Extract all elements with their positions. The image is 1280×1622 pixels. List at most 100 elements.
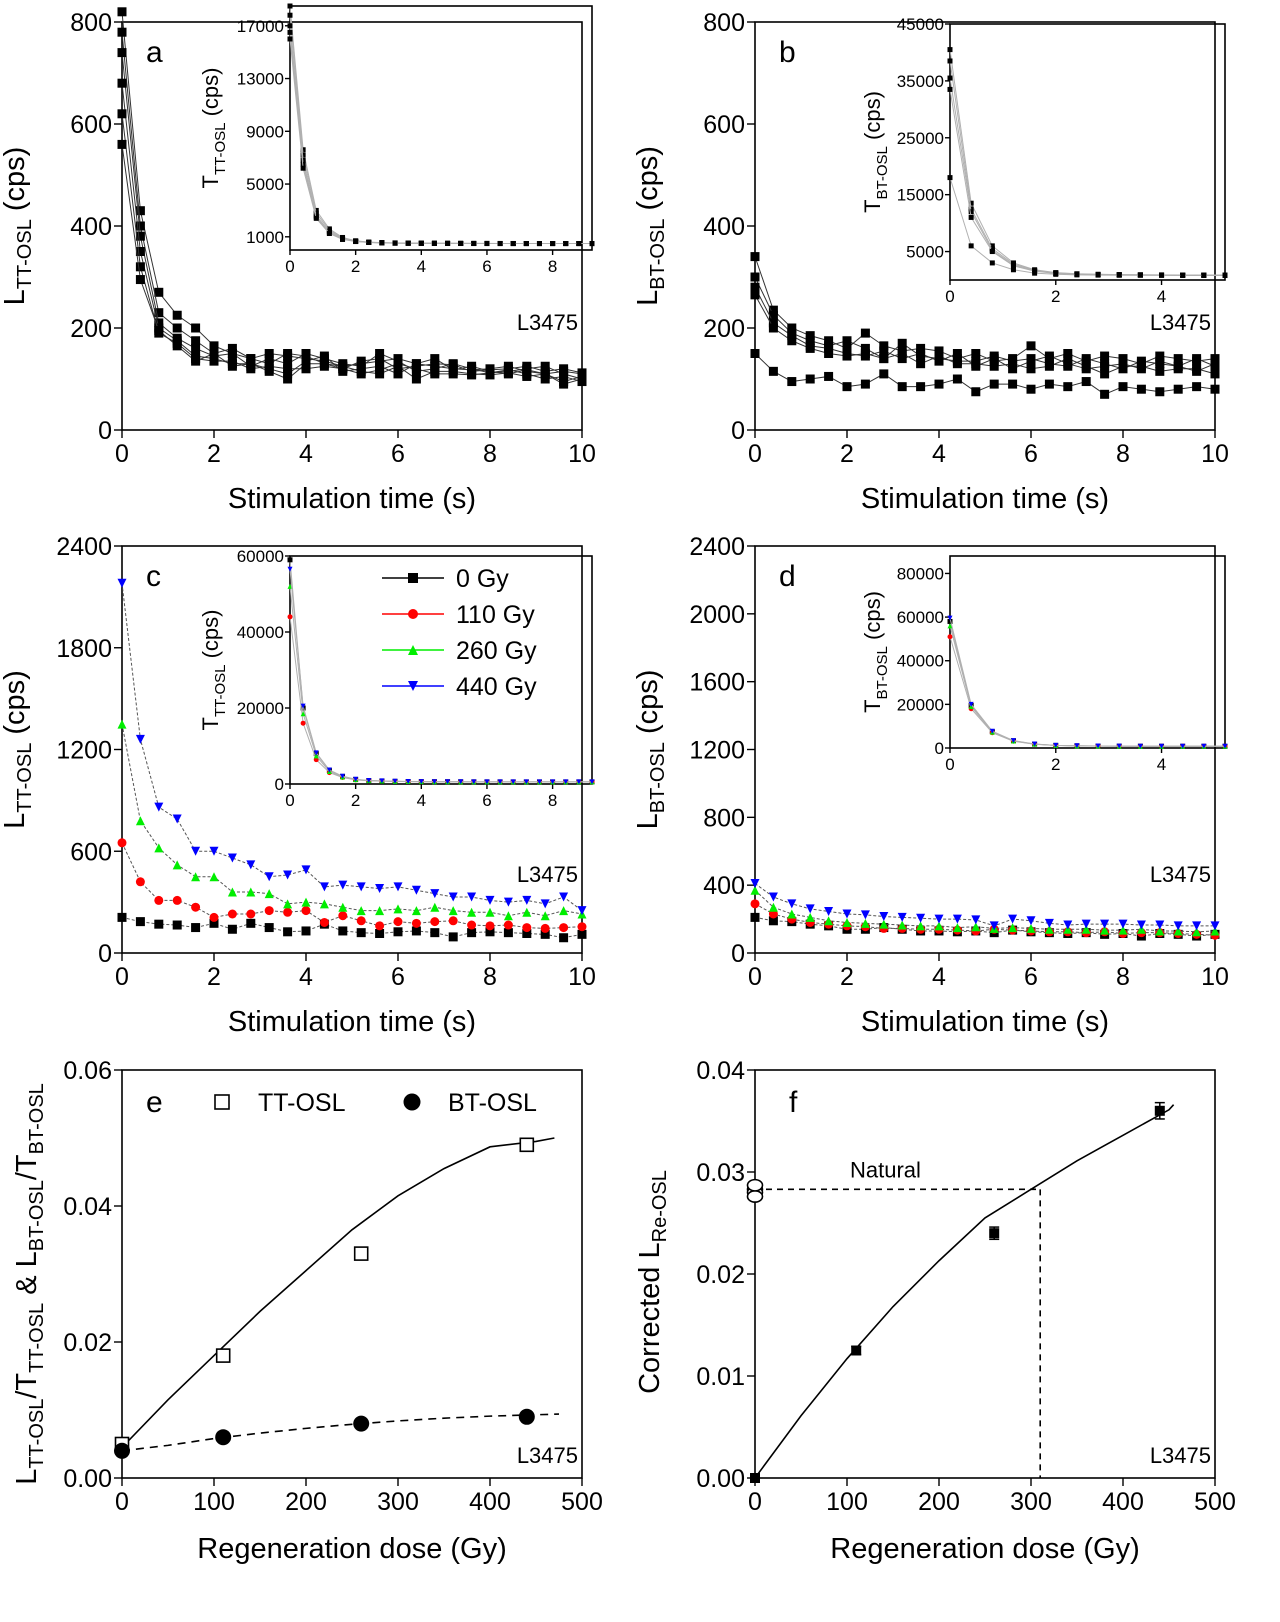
data-point-0-1 [768, 305, 778, 315]
inset-series-line-2 [289, 586, 592, 783]
inset-y-tick-label-3: 35000 [897, 72, 944, 91]
inset-data-point-2-1 [968, 209, 974, 215]
data-point-2-10 [934, 356, 944, 366]
inset-data-point-4-1 [968, 243, 974, 249]
data-point-4-0 [750, 349, 760, 358]
data-point-3-11 [319, 351, 329, 361]
data-point-5-7 [246, 359, 256, 369]
data-point-3-8 [264, 872, 274, 882]
data-point-2-2 [154, 843, 164, 853]
inset-data-point-3-2 [989, 728, 995, 734]
data-point-2-2 [154, 318, 164, 328]
data-point-2-7 [246, 887, 256, 897]
inset-y-tick-label-3: 60000 [897, 608, 944, 627]
data-point-4-5 [209, 356, 219, 366]
y-tick-label-1: 0.02 [63, 1329, 112, 1357]
data-point-2-22 [1155, 926, 1165, 936]
data-point-0-21 [503, 928, 513, 938]
x-tick-label-3: 6 [1024, 440, 1038, 468]
panel-f-chart: 0 100 200 300 400 500 0.00 0.01 0.02 0.03 0.04 Rege… [634, 1057, 1236, 1565]
y-tick-label-0: 0.00 [63, 1465, 112, 1493]
data-point-2-11 [319, 899, 329, 909]
inset-data-point-4-17 [510, 241, 516, 247]
data-point-3-21 [503, 897, 513, 907]
y-tick-label-5: 2000 [689, 601, 745, 629]
inset-data-point-4-13 [458, 241, 464, 247]
inset-y-tick-label-4: 80000 [897, 564, 944, 583]
data-point-1-4 [191, 336, 201, 346]
data-point-2-2 [787, 331, 797, 341]
data-point-0-6 [227, 924, 237, 934]
data-point-0-8 [264, 349, 274, 358]
x-tick-label-0: 0 [115, 963, 129, 991]
inset-data-point-1-2 [313, 757, 319, 763]
data-point-3-20 [1118, 361, 1128, 371]
x-tick-label-0: 0 [748, 1488, 762, 1516]
inset-data-point-1-1 [300, 720, 306, 726]
data-point-2-6 [227, 349, 237, 358]
data-point-0-17 [1063, 349, 1073, 358]
inset-y-axis-label-sub: BT-OSL [874, 146, 891, 199]
series-line-3 [121, 83, 583, 383]
inset-data-point-4-11 [431, 240, 437, 246]
series-line-1 [121, 32, 583, 374]
data-point-4-24 [559, 371, 569, 381]
data-point-1-25 [577, 922, 587, 932]
data-point-2-11 [952, 349, 962, 358]
data-point-1-0 [117, 27, 127, 37]
y-axis-label-sub: BT-OSL [647, 742, 669, 813]
y-tick-label-0: 0 [98, 940, 112, 968]
data-point-3-16 [411, 885, 421, 895]
x-tick-label-4: 8 [1116, 440, 1130, 468]
data-point-4-1 [768, 366, 778, 376]
y-axis-label-part-7: BT-OSL [26, 1083, 48, 1154]
data-point-2-4 [191, 872, 201, 882]
data-point-2-19 [467, 907, 477, 917]
inset-data-point-4-15 [484, 241, 490, 247]
data-point-5-3 [172, 341, 182, 351]
x-axis-label: Regeneration dose (Gy) [197, 1533, 507, 1565]
inset-series-line-0 [289, 559, 592, 783]
x-axis-label: Stimulation time (s) [861, 483, 1109, 515]
inset-data-point-3-12 [1201, 743, 1207, 749]
data-point-2-12 [971, 922, 981, 932]
data-point-0-10 [934, 346, 944, 356]
inset-x-tick-label-1: 2 [351, 257, 360, 276]
data-point-2-10 [934, 921, 944, 931]
natural-point-3 [746, 1178, 764, 1192]
y-axis-label: LTT-OSL (cps) [0, 147, 36, 306]
inset-data-point-0-2 [989, 243, 995, 249]
inset-x-tick-label-0: 0 [285, 257, 294, 276]
data-point-3 [1154, 1105, 1165, 1116]
data-point-0-18 [448, 932, 458, 942]
data-point-1-20 [485, 921, 495, 931]
data-point-4-5 [842, 382, 852, 392]
inset-plot-frame [949, 23, 1226, 281]
y-axis-label-sub: Re-OSL [649, 1170, 671, 1242]
data-point-5-22 [522, 371, 532, 381]
y-axis-label: LBT-OSL (cps) [632, 146, 669, 306]
data-point-1-18 [1081, 354, 1091, 364]
inset-y-tick-label-2: 40000 [237, 623, 284, 642]
inset-y-tick-label-1: 20000 [237, 699, 284, 718]
y-tick-label-2: 800 [703, 804, 745, 832]
data-point-4-18 [1081, 377, 1091, 387]
y-tick-label-1: 200 [70, 315, 112, 343]
data-point-1-14 [375, 921, 385, 931]
inset-data-point-1-2 [313, 210, 319, 216]
data-point-2-10 [301, 897, 311, 907]
inset-y-tick-label-1: 20000 [897, 695, 944, 714]
data-point-3-12 [971, 915, 981, 925]
data-point-3-1 [135, 734, 145, 744]
data-point-0-25 [577, 929, 587, 939]
y-tick-label-1: 0.01 [696, 1363, 745, 1391]
inset-data-point-4-21 [563, 241, 569, 247]
data-point-1-0 [750, 899, 760, 909]
data-point-3-5 [842, 909, 852, 919]
inset-data-point-4-1 [300, 165, 306, 171]
y-tick-label-1: 200 [703, 315, 745, 343]
data-point-1-1 [768, 310, 778, 320]
data-point-3-16 [1044, 361, 1054, 371]
data-point-1-22 [522, 923, 532, 933]
data-point-5-4 [191, 356, 201, 366]
